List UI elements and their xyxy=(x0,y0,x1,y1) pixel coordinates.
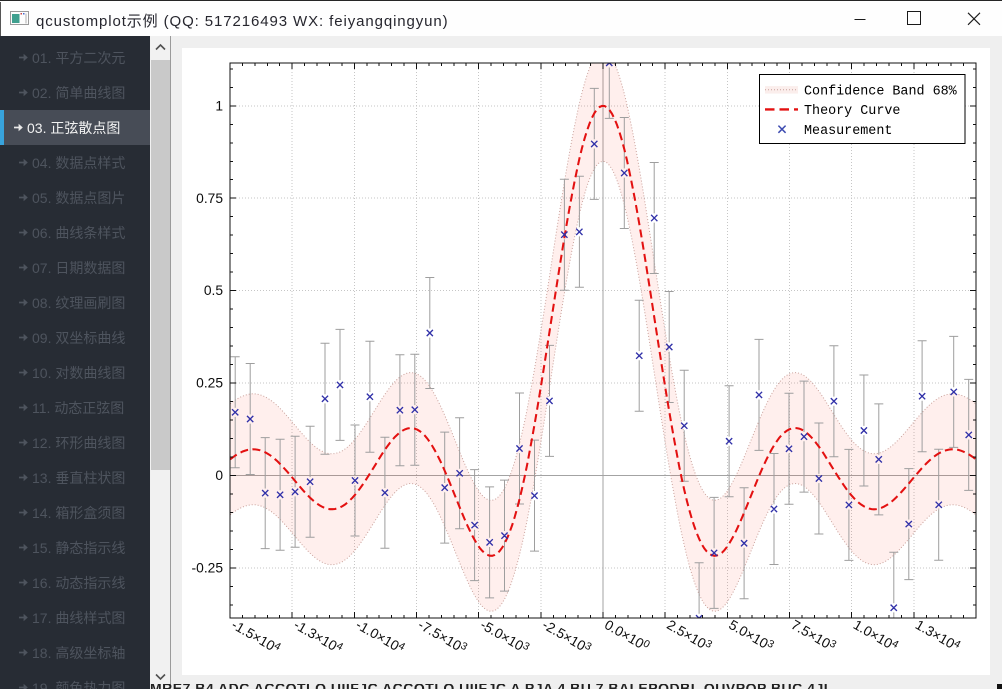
svg-text:7.5×103: 7.5×103 xyxy=(789,616,839,654)
svg-text:-1.3×104: -1.3×104 xyxy=(291,616,345,656)
svg-text:-7.5×103: -7.5×103 xyxy=(416,616,470,656)
svg-text:-1.5×104: -1.5×104 xyxy=(229,616,283,656)
svg-text:-1.0×104: -1.0×104 xyxy=(353,616,407,656)
svg-text:1.3×104: 1.3×104 xyxy=(913,616,963,654)
svg-text:0.5: 0.5 xyxy=(204,283,224,298)
svg-text:0.25: 0.25 xyxy=(196,376,223,391)
svg-text:2.5×103: 2.5×103 xyxy=(664,616,714,654)
svg-text:Confidence Band 68%: Confidence Band 68% xyxy=(804,84,958,99)
svg-text:0.75: 0.75 xyxy=(196,191,223,206)
svg-text:Theory Curve: Theory Curve xyxy=(804,104,900,119)
svg-text:-5.0×103: -5.0×103 xyxy=(478,616,532,656)
svg-text:5.0×103: 5.0×103 xyxy=(726,616,776,654)
svg-text:1: 1 xyxy=(215,98,223,113)
svg-text:0.0×100: 0.0×100 xyxy=(602,616,652,654)
svg-text:1.0×104: 1.0×104 xyxy=(851,616,901,654)
svg-text:-2.5×103: -2.5×103 xyxy=(540,616,594,656)
svg-text:-0.25: -0.25 xyxy=(192,561,224,576)
svg-text:0: 0 xyxy=(215,468,223,483)
svg-text:Measurement: Measurement xyxy=(804,124,892,139)
